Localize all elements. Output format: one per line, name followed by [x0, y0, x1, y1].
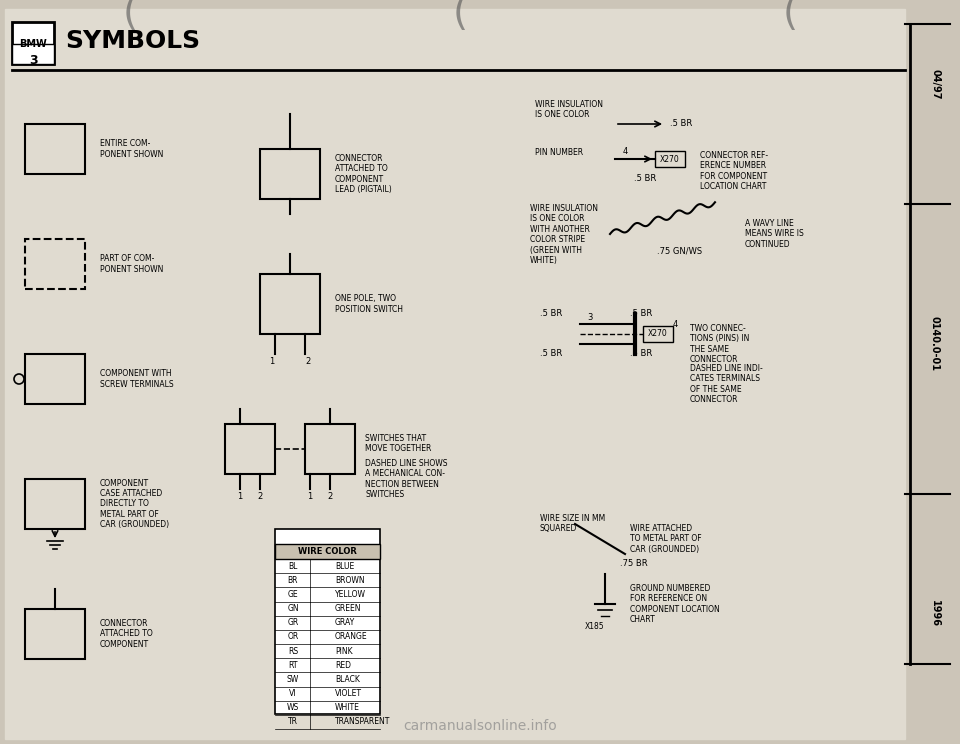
Text: (: (	[782, 0, 798, 33]
Bar	[655, 151, 685, 167]
Bar	[12, 22, 54, 64]
Bar	[12, 44, 54, 64]
Text: .5 BR: .5 BR	[630, 350, 652, 359]
Text: SW: SW	[287, 675, 300, 684]
Text: GROUND NUMBERED
FOR REFERENCE ON
COMPONENT LOCATION
CHART: GROUND NUMBERED FOR REFERENCE ON COMPONE…	[630, 584, 720, 624]
Text: 1996: 1996	[930, 600, 940, 627]
Bar	[643, 326, 673, 342]
Text: 2: 2	[327, 492, 332, 501]
Text: BR: BR	[288, 576, 299, 585]
Text: WIRE COLOR: WIRE COLOR	[298, 547, 356, 556]
Text: PIN NUMBER: PIN NUMBER	[535, 148, 583, 157]
Text: DASHED LINE INDI-
CATES TERMINALS
OF THE SAME
CONNECTOR: DASHED LINE INDI- CATES TERMINALS OF THE…	[690, 364, 763, 404]
Text: .75 GN/WS: .75 GN/WS	[658, 246, 703, 255]
Text: TRANSPARENT: TRANSPARENT	[335, 717, 391, 726]
Text: PART OF COM-
PONENT SHOWN: PART OF COM- PONENT SHOWN	[100, 254, 163, 274]
Text: 3: 3	[588, 313, 592, 322]
Text: 1: 1	[237, 492, 243, 501]
Text: RT: RT	[288, 661, 298, 670]
Text: TR: TR	[288, 717, 298, 726]
Text: RED: RED	[335, 661, 351, 670]
Text: .5 BR: .5 BR	[630, 310, 652, 318]
Text: (: (	[123, 0, 137, 33]
Text: .75 BR: .75 BR	[620, 559, 648, 568]
Text: 1: 1	[270, 357, 275, 366]
Text: 4: 4	[672, 320, 678, 329]
Text: .5 BR: .5 BR	[540, 310, 563, 318]
Text: 2: 2	[305, 357, 311, 366]
Text: SYMBOLS: SYMBOLS	[65, 29, 200, 53]
Text: carmanualsonline.info: carmanualsonline.info	[403, 719, 557, 733]
Text: OR: OR	[287, 632, 299, 641]
Bar	[25, 239, 85, 289]
Text: 2: 2	[257, 492, 263, 501]
Text: 1: 1	[307, 492, 313, 501]
Bar	[260, 149, 320, 199]
Bar	[25, 479, 85, 529]
Text: WS: WS	[287, 703, 300, 712]
Text: WIRE SIZE IN MM
SQUARED: WIRE SIZE IN MM SQUARED	[540, 514, 605, 533]
Text: WIRE INSULATION
IS ONE COLOR
WITH ANOTHER
COLOR STRIPE
(GREEN WITH
WHITE): WIRE INSULATION IS ONE COLOR WITH ANOTHE…	[530, 204, 598, 265]
Text: VIOLET: VIOLET	[335, 689, 362, 698]
Text: .5 BR: .5 BR	[634, 174, 656, 183]
Text: SWITCHES THAT
MOVE TOGETHER: SWITCHES THAT MOVE TOGETHER	[365, 434, 431, 453]
Bar	[305, 424, 355, 474]
Text: CONNECTOR REF-
ERENCE NUMBER
FOR COMPONENT
LOCATION CHART: CONNECTOR REF- ERENCE NUMBER FOR COMPONE…	[700, 151, 768, 191]
Bar	[225, 424, 275, 474]
Text: VI: VI	[289, 689, 297, 698]
Text: RS: RS	[288, 647, 298, 655]
Text: WIRE ATTACHED
TO METAL PART OF
CAR (GROUNDED): WIRE ATTACHED TO METAL PART OF CAR (GROU…	[630, 524, 702, 554]
Text: GREEN: GREEN	[335, 604, 362, 613]
Text: BMW: BMW	[19, 39, 47, 49]
Text: BLACK: BLACK	[335, 675, 360, 684]
Text: PINK: PINK	[335, 647, 352, 655]
Text: .5 BR: .5 BR	[540, 350, 563, 359]
Text: 0140.0-01: 0140.0-01	[930, 316, 940, 371]
Text: X185: X185	[586, 622, 605, 631]
Bar	[25, 124, 85, 174]
Text: GN: GN	[287, 604, 299, 613]
Text: COMPONENT
CASE ATTACHED
DIRECTLY TO
METAL PART OF
CAR (GROUNDED): COMPONENT CASE ATTACHED DIRECTLY TO META…	[100, 478, 169, 529]
Text: X270: X270	[648, 330, 668, 339]
Bar	[275, 544, 380, 559]
Text: 04/97: 04/97	[930, 68, 940, 99]
Text: X270: X270	[660, 155, 680, 164]
Text: (: (	[452, 0, 468, 33]
Bar	[260, 274, 320, 334]
Text: TWO CONNEC-
TIONS (PINS) IN
THE SAME
CONNECTOR: TWO CONNEC- TIONS (PINS) IN THE SAME CON…	[690, 324, 750, 365]
Text: 3: 3	[29, 54, 37, 66]
Text: ENTIRE COM-
PONENT SHOWN: ENTIRE COM- PONENT SHOWN	[100, 139, 163, 158]
Text: WHITE: WHITE	[335, 703, 360, 712]
Text: BL: BL	[288, 562, 298, 571]
Text: GRAY: GRAY	[335, 618, 355, 627]
Text: YELLOW: YELLOW	[335, 590, 366, 599]
Text: CONNECTOR
ATTACHED TO
COMPONENT: CONNECTOR ATTACHED TO COMPONENT	[100, 619, 153, 649]
Text: BROWN: BROWN	[335, 576, 365, 585]
Text: ORANGE: ORANGE	[335, 632, 368, 641]
Text: 4: 4	[622, 147, 628, 156]
Text: COMPONENT WITH
SCREW TERMINALS: COMPONENT WITH SCREW TERMINALS	[100, 369, 174, 388]
Bar	[25, 609, 85, 659]
Text: WIRE INSULATION
IS ONE COLOR: WIRE INSULATION IS ONE COLOR	[535, 100, 603, 119]
Bar	[275, 529, 380, 714]
Text: ONE POLE, TWO
POSITION SWITCH: ONE POLE, TWO POSITION SWITCH	[335, 295, 403, 314]
Bar	[25, 354, 85, 404]
Text: GE: GE	[288, 590, 299, 599]
Text: DASHED LINE SHOWS
A MECHANICAL CON-
NECTION BETWEEN
SWITCHES: DASHED LINE SHOWS A MECHANICAL CON- NECT…	[365, 459, 447, 499]
Text: GR: GR	[287, 618, 299, 627]
Text: CONNECTOR
ATTACHED TO
COMPONENT
LEAD (PIGTAIL): CONNECTOR ATTACHED TO COMPONENT LEAD (PI…	[335, 154, 392, 194]
Text: BLUE: BLUE	[335, 562, 354, 571]
Text: .5 BR: .5 BR	[670, 120, 692, 129]
Text: A WAVY LINE
MEANS WIRE IS
CONTINUED: A WAVY LINE MEANS WIRE IS CONTINUED	[745, 219, 804, 248]
